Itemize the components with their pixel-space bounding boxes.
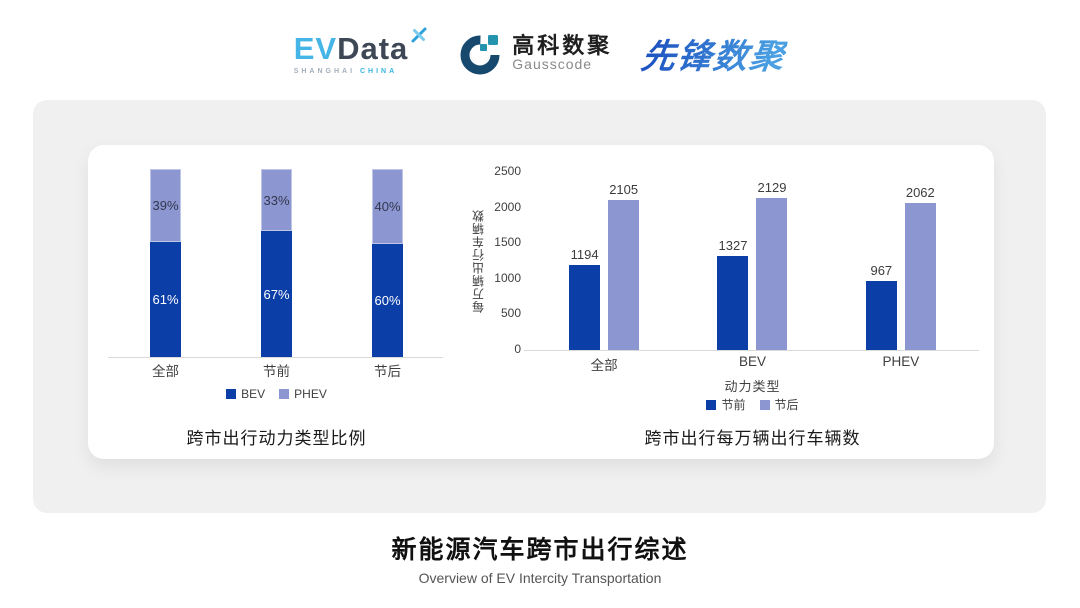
bar-slot: 39% 61% [110, 169, 221, 357]
plot-area: 1194 2105 1327 2129 967 2062 [530, 172, 975, 350]
chart-title: 跨市出行每万辆出行车辆数 [644, 429, 861, 448]
bar-segment-phev: 39% [150, 169, 181, 243]
bar-节前: 1194 [569, 247, 601, 350]
evdata-star-icon [411, 27, 427, 42]
legend-item: BEV [226, 387, 265, 401]
legend-swatch [279, 389, 290, 399]
pioneer-logo: 先锋数聚 [639, 29, 790, 78]
bar-segment-bev: 61% [150, 242, 181, 357]
bar-节后: 2105 [608, 182, 640, 350]
charts-card: 39% 61% 33% 67% 40% 60% 全部 节前 节后 BEV PHEV 跨市出行动力类型比… [33, 100, 1046, 513]
bar-segment-phev: 33% [261, 169, 292, 232]
category-label: BEV [738, 354, 766, 369]
category-label: 节前 [263, 364, 290, 379]
tick-label: 0 [514, 342, 521, 356]
gausscode-text: 高科数聚 Gausscode [512, 34, 612, 72]
legend-swatch [706, 399, 717, 410]
bar-segment-bev: 60% [372, 244, 403, 357]
tick-label: 2000 [494, 199, 521, 214]
legend-label: PHEV [294, 387, 327, 401]
bar-group: 1194 2105 [569, 182, 640, 350]
legend-label: 节后 [774, 398, 799, 412]
tick-label: 1000 [494, 270, 521, 285]
evdata-subtext-china: CHINA [360, 67, 398, 75]
legend-swatch [759, 399, 770, 410]
legend: 节前 节后 [530, 396, 975, 413]
legend-label: BEV [241, 387, 266, 401]
legend: BEV PHEV [110, 387, 443, 401]
gausscode-logo: 高科数聚 Gausscode [458, 30, 612, 76]
chart-trips-per-10k: 每万辆出行车辆数 0 500 1000 1500 2000 2500 1194 2105 1327… [88, 145, 994, 459]
legend-item: 节后 [759, 396, 799, 413]
value-label: 2129 [757, 180, 787, 196]
category-row: 全部 BEV PHEV [530, 354, 975, 374]
footer: 新能源汽车跨市出行综述 Overview of EV Intercity Tra… [0, 534, 1080, 586]
gausscode-name-cn: 高科数聚 [512, 33, 613, 59]
bar-segment-bev: 67% [261, 231, 292, 357]
gausscode-name-en: Gausscode [512, 56, 593, 73]
bar-group-slot: 967 2062 [827, 172, 975, 350]
bar-slot: 33% 67% [221, 169, 332, 357]
chart-title: 跨市出行动力类型比例 [186, 429, 367, 448]
plot-area: 39% 61% 33% 67% 40% 60% [110, 169, 443, 357]
evdata-wordmark: EV Data [293, 27, 429, 66]
axis-line [108, 357, 443, 358]
bar-group-slot: 1194 2105 [530, 172, 678, 350]
evdata-subtext: SHANGHAI CHINA [294, 68, 397, 75]
legend-label: 节前 [721, 398, 746, 412]
category-row: 全部 节前 节后 [110, 360, 443, 380]
axis-line [524, 350, 979, 351]
category-label: PHEV [882, 354, 920, 369]
stacked-bar: 40% 60% [372, 169, 403, 357]
tick-label: 500 [500, 306, 521, 321]
category-label: 节后 [374, 364, 401, 379]
bar-节后: 2129 [756, 180, 788, 350]
value-label: 967 [870, 263, 893, 279]
evdata-ev-text: EV [293, 30, 338, 66]
logo-header: EV Data SHANGHAI CHINA 高科数聚 Gausscode 先锋数… [0, 24, 1080, 82]
bar-group-slot: 1327 2129 [678, 172, 826, 350]
bar-slot: 40% 60% [332, 169, 443, 357]
stacked-bar: 39% 61% [150, 169, 181, 357]
bar-group: 1327 2129 [717, 180, 788, 350]
evdata-subtext-shanghai: SHANGHAI [293, 67, 356, 75]
page-title: 新能源汽车跨市出行综述 [391, 536, 689, 564]
gausscode-mark-icon [460, 35, 500, 75]
tick-label: 2500 [494, 164, 521, 178]
bar-segment-phev: 40% [372, 169, 403, 245]
category-label: 全部 [152, 364, 179, 379]
bar-节前: 967 [865, 263, 897, 350]
evdata-data-text: Data [337, 30, 409, 66]
stacked-bar: 33% 67% [261, 169, 292, 357]
bar-group: 967 2062 [865, 185, 936, 350]
value-label: 1194 [570, 247, 599, 262]
x-axis-title: 动力类型 [724, 379, 781, 394]
legend-swatch [226, 389, 237, 399]
bar-节后: 2062 [904, 185, 936, 350]
legend-item: PHEV [279, 387, 327, 401]
chart-power-type-ratio: 39% 61% 33% 67% 40% 60% 全部 节前 节后 BEV PHEV 跨市出行动力类型比… [88, 145, 994, 459]
category-label: 全部 [590, 358, 618, 373]
value-label: 2062 [905, 185, 935, 201]
value-label: 1327 [718, 237, 748, 253]
bar-节前: 1327 [717, 238, 749, 350]
evdata-logo: EV Data SHANGHAI CHINA [293, 27, 429, 75]
page-subtitle: Overview of EV Intercity Transportation [418, 570, 662, 586]
value-label: 2105 [609, 182, 639, 198]
charts-panel: 39% 61% 33% 67% 40% 60% 全部 节前 节后 BEV PHEV 跨市出行动力类型比… [88, 145, 994, 459]
tick-label: 1500 [494, 235, 521, 250]
legend-item: 节前 [706, 396, 746, 413]
